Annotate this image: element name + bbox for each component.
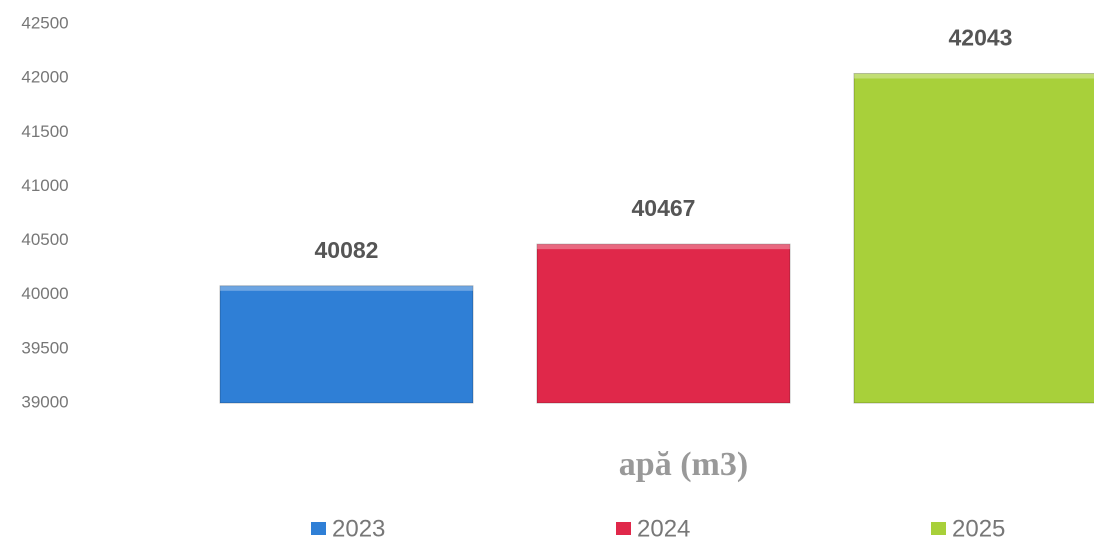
legend-marker	[931, 522, 946, 535]
legend-marker	[616, 522, 631, 535]
y-tick-label: 42000	[21, 68, 68, 87]
value-label: 40082	[315, 237, 379, 263]
bar	[219, 285, 474, 404]
bar-highlight	[220, 285, 473, 291]
legend-label: 2023	[332, 515, 385, 542]
x-tick-label: apă (m3)	[619, 446, 748, 483]
y-tick-label: 42500	[21, 13, 68, 32]
y-tick-label: 40500	[21, 230, 68, 249]
y-tick-label: 41000	[21, 176, 68, 195]
bar-highlight	[854, 73, 1094, 79]
legend-marker	[311, 522, 326, 535]
y-tick-label: 40000	[21, 284, 68, 303]
legend-label: 2025	[952, 515, 1005, 542]
y-tick-label: 39500	[21, 338, 68, 357]
value-label: 42043	[949, 25, 1013, 51]
bar	[853, 72, 1094, 404]
y-tick-label: 41500	[21, 122, 68, 141]
bar	[536, 243, 791, 404]
y-tick-label: 39000	[21, 392, 68, 411]
bar-highlight	[537, 244, 790, 250]
value-label: 40467	[632, 195, 696, 221]
legend-label: 2024	[637, 515, 690, 542]
